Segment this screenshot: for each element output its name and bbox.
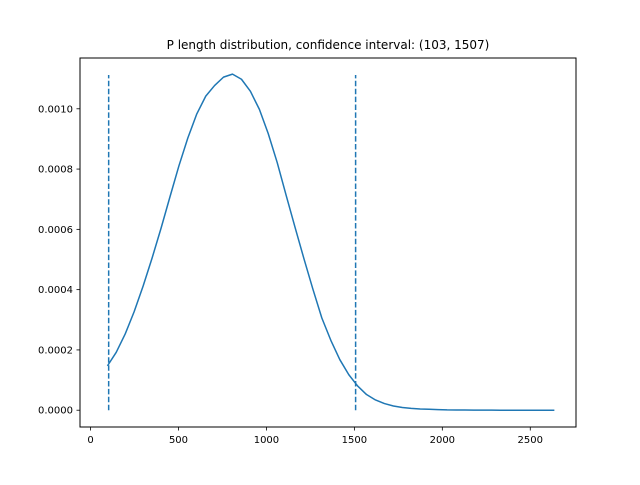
x-tick-label: 2000 [430, 435, 455, 446]
y-tick-label: 0.0010 [38, 104, 73, 115]
x-axis: 0 500 1000 1500 2000 2500 [87, 427, 543, 446]
y-tick-label: 0.0008 [38, 165, 73, 176]
x-tick-label: 2500 [518, 435, 543, 446]
x-tick-label: 500 [169, 435, 188, 446]
axes-frame [79, 57, 577, 428]
y-tick-label: 0.0000 [38, 406, 73, 417]
y-tick-label: 0.0002 [38, 345, 73, 356]
y-tick-label: 0.0004 [38, 285, 73, 296]
x-tick-label: 1000 [254, 435, 279, 446]
plot-area [106, 73, 555, 411]
chart-title: P length distribution, confidence interv… [167, 38, 490, 52]
x-tick-label: 1500 [342, 435, 367, 446]
x-tick-label: 0 [87, 435, 93, 446]
y-axis: 0.0000 0.0002 0.0004 0.0006 0.0008 0.0010 [38, 104, 80, 417]
density-curve-line [106, 73, 555, 411]
y-tick-label: 0.0006 [38, 225, 73, 236]
